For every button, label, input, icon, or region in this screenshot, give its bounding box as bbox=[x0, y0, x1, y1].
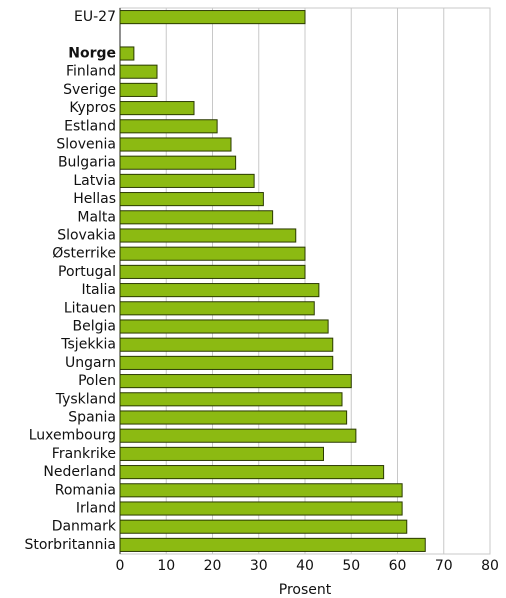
y-tick-label: Slovakia bbox=[57, 228, 116, 244]
bar bbox=[119, 155, 237, 170]
bar bbox=[119, 374, 352, 389]
bar bbox=[119, 483, 403, 498]
bar bbox=[119, 519, 408, 534]
x-tick-label: 60 bbox=[389, 558, 407, 574]
bar bbox=[119, 264, 306, 279]
bar bbox=[119, 10, 306, 25]
x-tick-label: 50 bbox=[342, 558, 360, 574]
y-tick-label: Slovenia bbox=[56, 137, 116, 153]
y-tick-label: Tsjekkia bbox=[60, 337, 116, 353]
bar bbox=[119, 137, 232, 152]
y-tick-label: Hellas bbox=[73, 191, 116, 207]
y-tick-label: Kypros bbox=[69, 100, 116, 116]
y-tick-label: Tyskland bbox=[55, 391, 116, 407]
y-tick-label: Litauen bbox=[64, 300, 116, 316]
x-tick-label: 10 bbox=[157, 558, 175, 574]
bar bbox=[119, 537, 426, 552]
bar bbox=[119, 64, 158, 79]
y-tick-label: Belgia bbox=[73, 319, 116, 335]
y-tick-label: Romania bbox=[55, 482, 116, 498]
y-tick-label: Polen bbox=[78, 373, 116, 389]
x-tick-label: 40 bbox=[296, 558, 314, 574]
bar bbox=[119, 392, 343, 407]
bar bbox=[119, 446, 324, 461]
y-tick-label: Storbritannia bbox=[24, 537, 116, 553]
x-axis-label: Prosent bbox=[279, 582, 332, 598]
y-tick-label: Malta bbox=[77, 209, 116, 225]
bar bbox=[119, 119, 218, 134]
y-tick-label: Østerrike bbox=[52, 246, 116, 262]
bar bbox=[119, 337, 334, 352]
y-tick-label: Portugal bbox=[58, 264, 116, 280]
x-tick-label: 70 bbox=[435, 558, 453, 574]
bar bbox=[119, 101, 195, 116]
y-tick-label: Italia bbox=[81, 282, 116, 298]
bar bbox=[119, 501, 403, 516]
bar bbox=[119, 428, 357, 443]
bar bbox=[119, 301, 315, 316]
x-tick-label: 30 bbox=[250, 558, 268, 574]
y-tick-label: Irland bbox=[76, 501, 116, 517]
x-tick-label: 80 bbox=[481, 558, 499, 574]
x-tick-label: 0 bbox=[116, 558, 125, 574]
y-tick-label: EU-27 bbox=[74, 9, 116, 25]
bar bbox=[119, 283, 320, 298]
y-tick-label: Latvia bbox=[73, 173, 116, 189]
bar bbox=[119, 319, 329, 334]
y-tick-label: Estland bbox=[64, 118, 116, 134]
y-tick-label: Sverige bbox=[63, 82, 116, 98]
y-tick-label: Danmark bbox=[52, 519, 117, 535]
y-tick-label: Finland bbox=[66, 64, 116, 80]
bar bbox=[119, 465, 385, 480]
bar bbox=[119, 192, 264, 207]
x-tick-label: 20 bbox=[204, 558, 222, 574]
y-tick-label: Norge bbox=[68, 46, 116, 62]
bar bbox=[119, 246, 306, 261]
bar bbox=[119, 228, 297, 243]
bar bbox=[119, 210, 274, 225]
y-tick-label: Frankrike bbox=[52, 446, 116, 462]
y-tick-label: Bulgaria bbox=[58, 155, 116, 171]
y-tick-label: Luxembourg bbox=[29, 428, 116, 444]
bar bbox=[119, 173, 255, 188]
bar bbox=[119, 355, 334, 370]
bar bbox=[119, 46, 135, 61]
y-tick-label: Nederland bbox=[43, 464, 116, 480]
y-tick-label: Spania bbox=[68, 410, 116, 426]
bar bbox=[119, 410, 348, 425]
y-tick-label: Ungarn bbox=[65, 355, 116, 371]
bar bbox=[119, 82, 158, 97]
